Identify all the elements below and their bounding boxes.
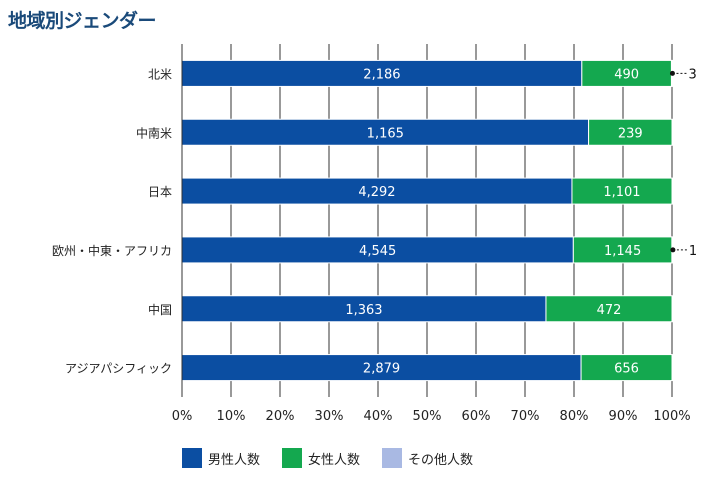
- bar-segment-male: [181, 59, 583, 87]
- x-tick-label: 80%: [560, 409, 589, 424]
- data-label-female: 656: [614, 362, 639, 377]
- category-label: 北米: [148, 67, 172, 81]
- data-label-female: 1,101: [603, 185, 640, 200]
- x-tick-label: 20%: [266, 409, 295, 424]
- data-label-male: 4,292: [358, 185, 395, 200]
- callout-dot: [670, 247, 676, 253]
- category-label: 中南米: [136, 125, 172, 140]
- bar-segment-female: [581, 59, 672, 87]
- data-label-male: 4,545: [359, 244, 396, 259]
- category-label: 日本: [148, 185, 172, 199]
- bar-segment-female: [571, 177, 673, 205]
- x-tick-label: 90%: [609, 409, 638, 424]
- data-label-male: 1,165: [367, 126, 404, 141]
- data-label-other: 3: [688, 67, 696, 82]
- data-label-female: 472: [597, 303, 622, 318]
- data-label-male: 1,363: [345, 303, 382, 318]
- bar-segment-female: [545, 295, 673, 323]
- category-label: アジアパシフィック: [65, 362, 172, 376]
- legend-label-male: 男性人数: [208, 452, 261, 468]
- legend-swatch-female: [282, 448, 303, 468]
- callout-dot: [669, 70, 675, 76]
- chart-title: 地域別ジェンダー: [8, 10, 157, 32]
- x-tick-label: 70%: [511, 409, 540, 424]
- bar-segment-female: [588, 118, 673, 146]
- legend-swatch-other: [382, 448, 403, 468]
- legend-item-female: 女性人数: [282, 448, 360, 468]
- data-label-female: 239: [618, 126, 643, 141]
- x-tick-label: 40%: [364, 409, 393, 424]
- stacked-bar-chart: 0% 10% 20% 30% 40% 50% 60% 70% 80% 90% 100% 北米 2,186…: [52, 44, 697, 424]
- x-tick-label: 30%: [315, 409, 344, 424]
- bar-segment-female: [580, 354, 673, 382]
- x-tick-label: 50%: [413, 409, 442, 424]
- x-tick-label: 10%: [217, 409, 246, 424]
- data-label-other: 1: [689, 244, 697, 259]
- legend-label-other: その他人数: [408, 452, 474, 468]
- legend-item-other: その他人数: [382, 448, 473, 468]
- data-label-male: 2,186: [363, 67, 400, 82]
- bar-segment-male: [181, 177, 573, 205]
- legend-swatch-male: [182, 448, 202, 468]
- data-label-male: 2,879: [363, 362, 400, 377]
- x-tick-label: 100%: [653, 409, 690, 424]
- bar-segment-female: [572, 236, 673, 264]
- bar-segment-male: [181, 118, 590, 146]
- data-label-female: 490: [614, 67, 639, 82]
- legend-item-male: 男性人数: [182, 448, 260, 468]
- legend-label-female: 女性人数: [308, 452, 361, 468]
- data-label-female: 1,145: [604, 244, 641, 259]
- category-label: 欧州・中東・アフリカ: [52, 243, 172, 258]
- legend: 男性人数 女性人数 その他人数: [182, 448, 473, 468]
- x-tick-label: 60%: [462, 409, 491, 424]
- category-label: 中国: [148, 302, 172, 317]
- x-tick-label: 0%: [172, 409, 193, 424]
